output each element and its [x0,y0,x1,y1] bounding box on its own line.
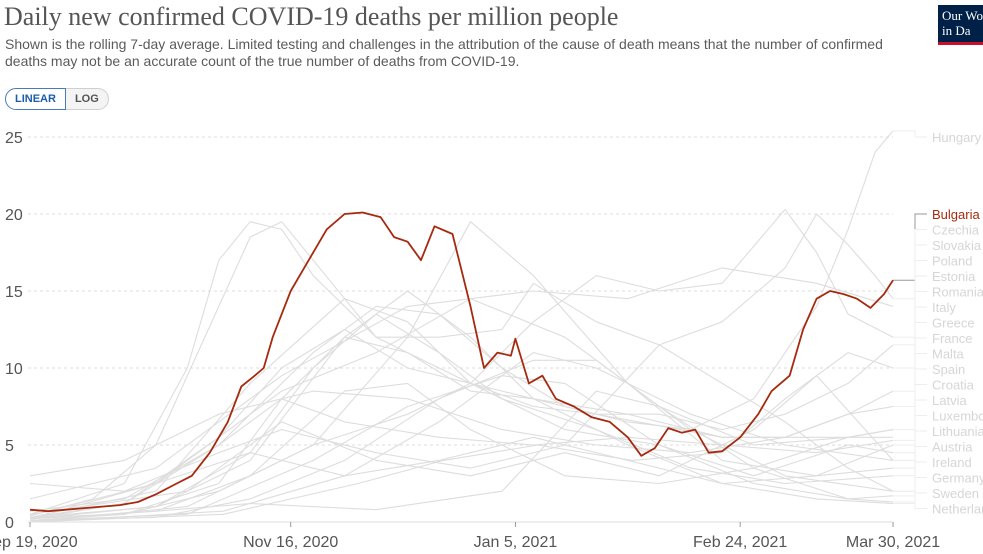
label-connector [893,477,927,492]
series-line [29,390,894,522]
series-label: Poland [932,254,972,269]
label-connector [893,291,927,392]
x-tick-label: Nov 16, 2020 [243,534,338,551]
series-line [29,290,894,520]
label-connector [893,213,927,281]
series-label: Ireland [932,455,972,470]
series-label: Luxembourg [932,409,983,424]
label-connector-layer [893,130,927,509]
x-tick-label: Jan 5, 2021 [474,534,558,551]
series-label: Netherlands [932,502,983,517]
logo-line-1: Our Wo [942,8,983,23]
label-connector [893,446,927,477]
y-tick-label: 20 [5,207,23,224]
background-series-layer [29,130,894,523]
series-line [29,130,894,520]
axis-layer: 0 5 10 15 20 25 Sep 19, 2020 Nov 16, 2020 Jan 5,… [0,130,940,551]
series-label: Lithuania [932,424,983,439]
series-line [29,436,894,520]
x-tick-label: Sep 19, 2020 [0,534,78,551]
label-connector [893,430,927,469]
label-connector [893,260,927,346]
highlight-series-layer [29,211,894,513]
series-label: Italy [932,300,956,315]
series-line [29,267,894,500]
logo-line-2: in Da [942,23,971,38]
y-tick-label: 15 [5,284,23,301]
label-connector [893,503,927,509]
x-tick-label: Mar 30, 2021 [846,534,940,551]
series-line [29,352,894,523]
y-tick-label: 5 [5,438,14,455]
label-connector [893,384,927,446]
series-label: Romania [932,285,983,300]
series-label: France [932,331,972,346]
label-connector [893,322,927,431]
series-label: Spain [932,362,965,377]
series-label: Germany [932,471,983,486]
series-label: Hungary [932,130,982,145]
series-label: Sweden [932,486,979,501]
linear-scale-button[interactable]: LINEAR [5,88,66,110]
label-connector [893,130,927,138]
series-line [29,221,893,515]
series-line [29,398,894,512]
series-line-highlight [29,211,894,513]
y-tick-label: 10 [5,361,23,378]
label-connector [893,415,927,454]
series-label-layer: Bulgaria Hungary CzechiaSlovakiaPolandEsto… [932,130,983,517]
series-line [29,375,894,515]
series-label: Austria [932,440,973,455]
chart-subtitle: Shown is the rolling 7-day average. Limi… [5,36,883,69]
chart-title: Daily new confirmed COVID-19 deaths per … [4,2,619,31]
y-tick-label: 25 [5,130,23,147]
series-label: Bulgaria [932,207,980,222]
y-tick-label: 0 [5,515,14,532]
series-line [29,382,894,520]
label-connector [893,229,927,300]
series-label: Malta [932,347,965,362]
series-label: Slovakia [932,238,982,253]
series-label: Estonia [932,269,976,284]
series-line [29,344,894,492]
series-label: Czechia [932,223,980,238]
label-connector [893,492,927,497]
owid-logo[interactable]: Our Wo in Da [938,5,983,45]
series-line [29,375,894,522]
series-label: Croatia [932,378,975,393]
series-label: Latvia [932,393,967,408]
series-line [29,213,894,517]
label-connector [893,399,927,461]
scale-toggle: LINEAR LOG [5,88,109,110]
x-tick-label: Feb 24, 2021 [693,534,787,551]
log-scale-button[interactable]: LOG [65,88,109,110]
series-label: Greece [932,316,975,331]
series-line [29,313,894,518]
